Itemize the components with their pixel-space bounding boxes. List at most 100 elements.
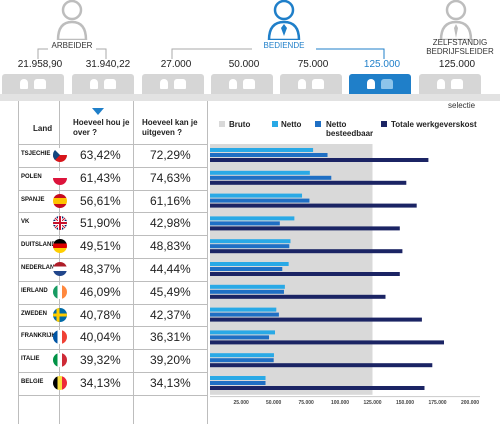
row-divider xyxy=(18,394,208,396)
hou-over-value: 63,42% xyxy=(80,148,121,162)
netto-besteedbaar-bar xyxy=(210,358,274,363)
uitgeven-value: 48,83% xyxy=(150,239,191,254)
uitgeven-value: 45,49% xyxy=(150,284,191,299)
uitgeven-value: 72,29% xyxy=(150,148,191,162)
tab-bediende-3[interactable] xyxy=(280,74,342,94)
x-tick-label: 175.000 xyxy=(428,399,447,406)
salary-level-1: 21.958,90 xyxy=(17,59,63,70)
country-label: NEDERLAND xyxy=(21,265,59,271)
salary-level-5: 75.000 xyxy=(297,59,329,70)
uitgeven-value: 36,31% xyxy=(150,330,191,345)
netto-besteedbaar-bar xyxy=(210,289,284,294)
country-label: TSJECHIE xyxy=(21,151,51,157)
netto-bar xyxy=(210,262,289,266)
netto-besteedbaar-bar xyxy=(210,244,290,249)
hou-over-value: 51,90% xyxy=(80,216,121,231)
hou-over-value: 46,09% xyxy=(80,284,121,299)
category-brackets xyxy=(37,48,385,59)
sweden-flag-icon xyxy=(53,307,67,322)
group-icon xyxy=(104,79,116,89)
tab-strip xyxy=(0,94,500,101)
czech-flag-icon xyxy=(53,148,67,162)
werkgeverskost-bar xyxy=(210,226,400,231)
group-icon xyxy=(34,79,46,89)
bediende-person-icon xyxy=(267,0,301,40)
row-divider xyxy=(18,258,208,259)
hou-over-value: 48,37% xyxy=(80,262,121,276)
sort-arrow-icon[interactable] xyxy=(92,108,104,115)
selectie-label: selectie xyxy=(448,101,476,110)
group-icon xyxy=(174,79,186,89)
netto-besteedbaar-bar xyxy=(210,335,270,340)
row-divider xyxy=(18,280,208,282)
tab-zelfstandig[interactable] xyxy=(419,74,481,94)
person-icon xyxy=(90,79,98,89)
werkgeverskost-bar xyxy=(210,249,403,254)
legend-besteedbaar-swatch xyxy=(315,121,321,127)
belgium-flag-icon xyxy=(53,376,67,390)
salary-level-4: 50.000 xyxy=(228,59,260,70)
legend-netto: Netto xyxy=(281,120,302,129)
header-uitgeven[interactable]: Hoeveel kan je uitgeven ? xyxy=(142,118,198,137)
salary-level-2: 31.940,22 xyxy=(85,59,131,70)
legend-bruto: Bruto xyxy=(229,120,251,129)
x-tick-label: 75.000 xyxy=(298,399,314,406)
tab-arbeider-2[interactable] xyxy=(72,74,134,94)
netto-besteedbaar-bar xyxy=(210,198,310,203)
country-label: IERLAND xyxy=(21,287,48,294)
row-divider xyxy=(18,144,208,145)
werkgeverskost-bar xyxy=(210,317,422,322)
germany-flag-icon xyxy=(53,239,67,254)
netherlands-flag-icon xyxy=(53,262,67,276)
hou-over-value: 40,78% xyxy=(80,307,121,322)
werkgeverskost-bar xyxy=(210,386,425,390)
x-tick-label: 125.000 xyxy=(363,399,382,406)
column-divider-3 xyxy=(207,101,208,424)
netto-bar xyxy=(210,376,266,380)
country-label: ZWEDEN xyxy=(21,310,47,317)
row-divider xyxy=(18,349,208,351)
spain-flag-icon xyxy=(53,193,67,208)
netto-besteedbaar-bar xyxy=(210,175,332,180)
country-label: ITALIE xyxy=(21,356,40,363)
tab-arbeider-1[interactable] xyxy=(2,74,64,94)
hou-over-value: 49,51% xyxy=(80,239,121,254)
legend-totale-werkgeverskost: Totale werkgeverskost xyxy=(391,120,477,129)
category-zelfstandig[interactable]: ZELFSTANDIG BEDRIJFSLEIDER xyxy=(426,38,494,56)
category-arbeider[interactable]: ARBEIDER xyxy=(51,41,93,50)
header-hou-over[interactable]: Hoeveel hou je over ? xyxy=(73,118,130,137)
ireland-flag-icon xyxy=(53,284,67,299)
category-bediende[interactable]: BEDIENDE xyxy=(263,41,305,50)
person-icon xyxy=(367,79,375,89)
netto-besteedbaar-bar xyxy=(210,312,279,317)
uitgeven-value: 44,44% xyxy=(150,262,191,276)
uitgeven-value: 34,13% xyxy=(150,376,191,390)
row-divider xyxy=(18,166,208,168)
person-icon xyxy=(298,79,306,89)
country-label: DUITSLAND xyxy=(21,242,56,249)
row-divider xyxy=(18,372,208,373)
hou-over-value: 39,32% xyxy=(80,353,121,368)
tab-bediende-2[interactable] xyxy=(211,74,273,94)
row-divider xyxy=(18,189,208,191)
hou-over-value: 56,61% xyxy=(80,193,121,208)
werkgeverskost-bar xyxy=(210,158,429,162)
legend-netto-besteedbaar: Netto besteedbaar xyxy=(326,120,374,138)
legend-werkgeverskost-swatch xyxy=(381,121,387,127)
table-left-border xyxy=(18,101,19,424)
netto-bar xyxy=(210,353,274,358)
column-divider-2 xyxy=(133,101,134,424)
country-label: VK xyxy=(21,219,30,226)
hou-over-value: 61,43% xyxy=(80,170,121,185)
tab-bediende-1[interactable] xyxy=(142,74,204,94)
hou-over-value: 40,04% xyxy=(80,330,121,345)
legend-netto-swatch xyxy=(272,121,278,127)
person-icon xyxy=(20,79,28,89)
werkgeverskost-bar xyxy=(210,294,386,299)
tab-bediende-4-selected[interactable] xyxy=(349,74,411,94)
salary-level-6: 125.000 xyxy=(363,59,401,70)
country-label: FRANKRIJK xyxy=(21,333,56,340)
x-tick-label: 50.000 xyxy=(266,399,282,406)
person-icon xyxy=(229,79,237,89)
